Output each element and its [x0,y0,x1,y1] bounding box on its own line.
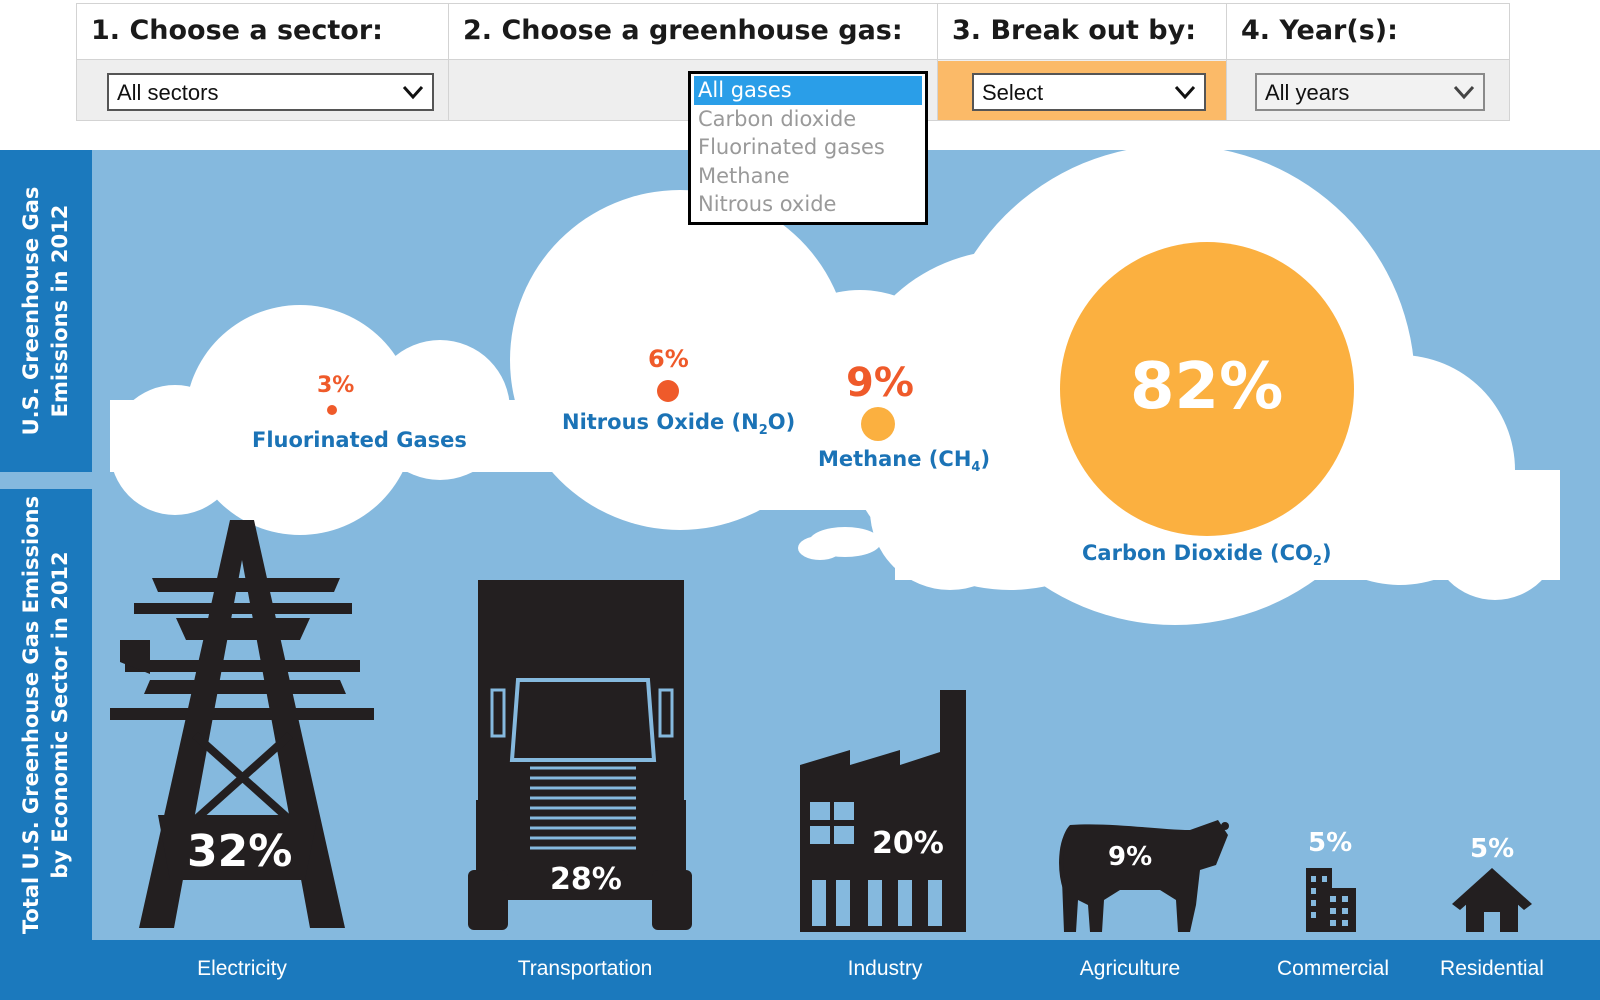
methane-close: ) [980,447,991,471]
nitrous-oxide-dot [657,380,679,402]
cow-icon [1059,820,1229,932]
filter-sector-heading: 1. Choose a sector: [77,4,448,60]
nitrous-oxide-subscript: 2 [758,423,768,439]
chevron-down-icon [402,85,424,100]
agriculture-percent: 9% [1108,842,1153,872]
cloud-small-puffs [696,481,881,560]
fluorinated-gas-dot [327,405,337,415]
gas-option-carbon-dioxide[interactable]: Carbon dioxide [698,106,857,131]
nitrous-oxide-label: Nitrous Oxide (N2O) [562,410,795,438]
years-select-value: All years [1265,80,1350,105]
filter-years-heading: 4. Year(s): [1227,4,1509,60]
methane-label: Methane (CH4) [818,447,990,475]
gas-select-listbox[interactable]: All gases Carbon dioxide Fluorinated gas… [688,71,928,225]
gas-option-nitrous-oxide[interactable]: Nitrous oxide [698,192,837,216]
truck-icon [468,580,692,930]
transportation-percent: 28% [550,862,622,897]
sector-label-transportation: Transportation [517,957,653,980]
filter-breakout-heading: 3. Break out by: [938,4,1226,60]
fluorinated-gas-name: Fluorinated Gases [252,428,467,452]
residential-percent: 5% [1470,834,1515,864]
commercial-building-icon [1306,868,1356,932]
nitrous-oxide-close: O) [767,410,796,434]
methane-percent: 9% [846,360,914,406]
filter-gas-heading: 2. Choose a greenhouse gas: [449,4,937,60]
carbon-dioxide-subscript: 2 [1312,554,1322,570]
sector-label-industry: Industry [847,957,923,980]
gas-option-methane[interactable]: Methane [698,163,790,188]
sector-label-agriculture: Agriculture [1079,957,1181,980]
industry-percent: 20% [872,826,944,861]
methane-name: Methane (CH [818,447,972,471]
electricity-percent: 32% [187,826,293,877]
filter-gas: 2. Choose a greenhouse gas: [449,4,938,120]
electricity-tower-icon [110,520,374,928]
sector-side-label: Total U.S. Greenhouse Gas Emissions by E… [0,489,92,940]
breakout-select[interactable]: Select [972,73,1206,111]
breakout-select-value: Select [982,80,1044,105]
carbon-dioxide-circle [1060,242,1354,536]
house-icon [1452,868,1532,932]
cloud-left [110,190,970,535]
filter-sector: 1. Choose a sector: All sectors [77,4,449,120]
sector-label-commercial: Commercial [1276,957,1390,980]
gas-option-fluorinated[interactable]: Fluorinated gases [698,135,885,159]
carbon-dioxide-close: ) [1321,541,1332,565]
factory-icon [800,690,966,932]
filter-bar: 1. Choose a sector: All sectors 2. Choos… [76,3,1510,121]
sector-select-value: All sectors [117,80,219,105]
methane-subscript: 4 [971,460,981,476]
sector-label-residential: Residential [1440,957,1544,980]
chevron-down-icon [1174,85,1196,100]
filter-breakout: 3. Break out by: Select [938,4,1227,120]
sector-select[interactable]: All sectors [107,73,434,111]
methane-dot [861,407,895,441]
filter-years: 4. Year(s): All years [1227,4,1509,120]
sector-label-bar: Electricity Transportation Industry Agri… [0,940,1600,1000]
chevron-down-icon [1453,85,1475,100]
carbon-dioxide-percent: 82% [1130,350,1284,424]
fluorinated-gas-label: Fluorinated Gases [252,428,467,452]
gas-side-label: U.S. Greenhouse Gas Emissions in 2012 [0,150,92,472]
carbon-dioxide-label: Carbon Dioxide (CO2) [1082,541,1332,569]
sector-label-electricity: Electricity [197,957,287,980]
gas-option-all[interactable]: All gases [694,76,922,105]
nitrous-oxide-percent: 6% [648,345,689,373]
years-select[interactable]: All years [1255,73,1485,111]
carbon-dioxide-name: Carbon Dioxide (CO [1082,541,1313,565]
fluorinated-gas-percent: 3% [317,373,355,398]
commercial-percent: 5% [1308,828,1353,858]
nitrous-oxide-name: Nitrous Oxide (N [562,410,759,434]
